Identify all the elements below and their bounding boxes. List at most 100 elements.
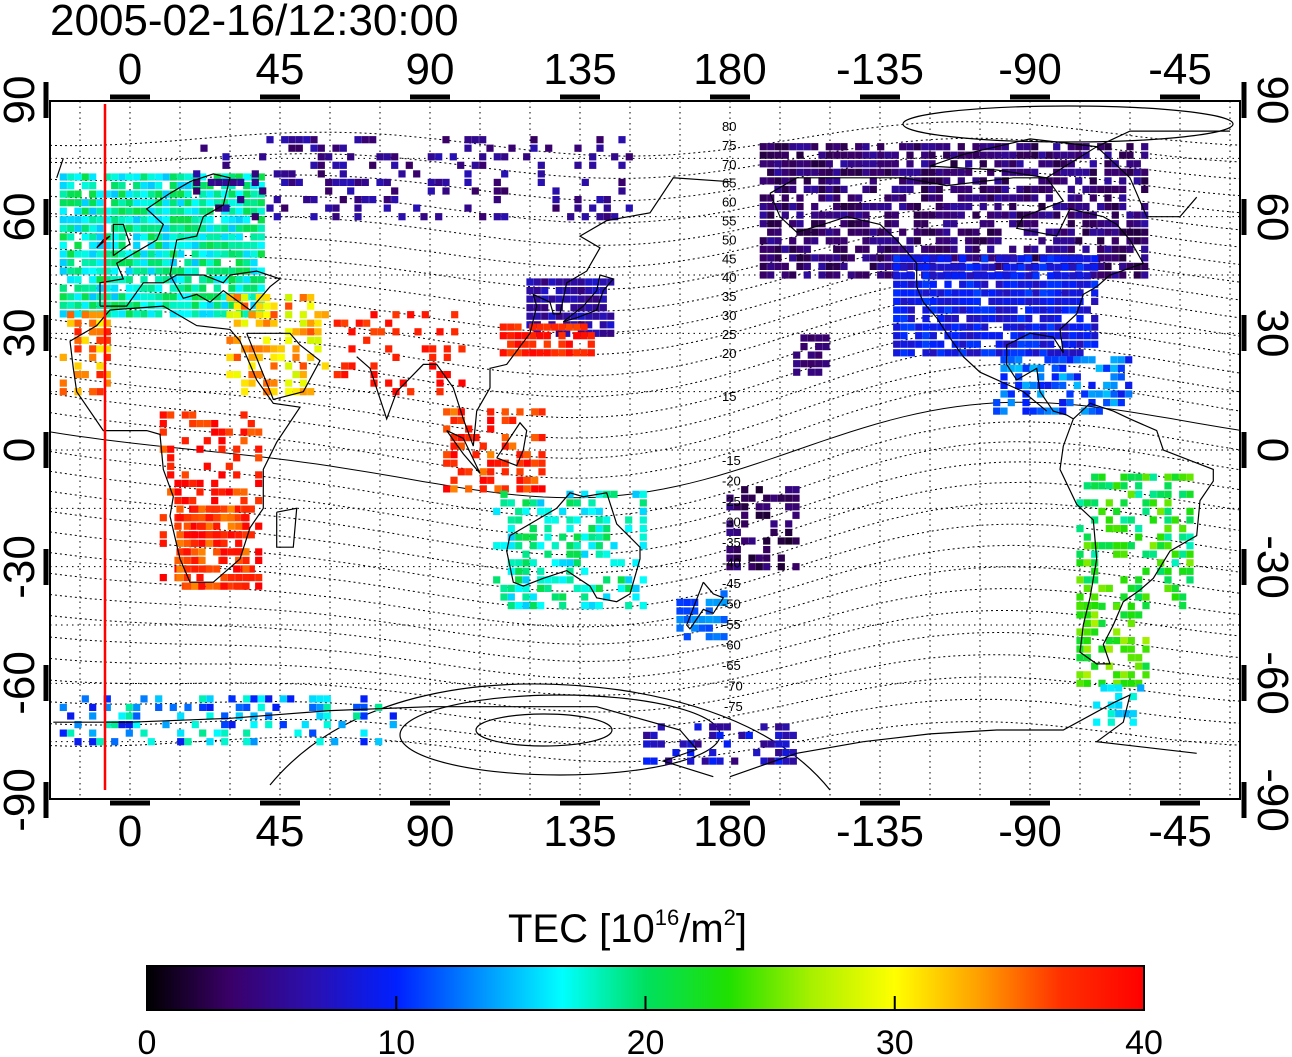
tec-cell (994, 194, 1002, 202)
tec-cell (464, 178, 472, 186)
tec-cell (994, 160, 1002, 168)
tec-cell (1186, 490, 1194, 498)
tec-cell (1127, 619, 1135, 627)
tec-cell (465, 434, 473, 442)
tec-cell (789, 245, 797, 253)
tec-cell (479, 476, 487, 484)
tec-cell (716, 723, 724, 731)
tec-cell (1032, 263, 1040, 271)
tec-cell (965, 203, 973, 211)
tec-cell (900, 272, 908, 280)
tec-cell (566, 516, 574, 524)
tec-cell (427, 153, 435, 161)
tec-cell (177, 224, 185, 232)
tec-cell (515, 584, 523, 592)
tec-cell (479, 213, 487, 221)
tec-cell (1031, 168, 1039, 176)
tec-cell (499, 332, 507, 340)
tec-cell (1081, 390, 1089, 398)
tec-cell (760, 723, 768, 731)
tec-cell (147, 199, 155, 207)
tec-cell (1089, 228, 1097, 236)
tec-cell (745, 731, 753, 739)
tec-cell (369, 161, 377, 169)
tec-cell (965, 185, 973, 193)
tec-cell (833, 254, 841, 262)
tec-cell (709, 731, 717, 739)
tec-cell (198, 548, 206, 556)
tec-cell (595, 542, 603, 550)
tec-cell (1141, 211, 1149, 219)
tec-cell (281, 178, 289, 186)
tec-cell (1009, 220, 1017, 228)
tec-cell (1037, 381, 1045, 389)
tec-cell (1104, 262, 1112, 270)
tec-cell (1091, 289, 1099, 297)
tec-cell (950, 151, 958, 159)
tec-cell (125, 301, 133, 309)
tec-cell (242, 514, 250, 522)
tec-cell (921, 151, 929, 159)
tec-cell (295, 144, 303, 152)
tec-cell (1053, 237, 1061, 245)
tec-cell (1060, 237, 1068, 245)
tec-cell (618, 178, 626, 186)
tec-cell (1051, 373, 1059, 381)
tec-cell (1135, 482, 1143, 490)
tec-cell (759, 211, 767, 219)
tec-cell (1009, 211, 1017, 219)
tec-cell (354, 196, 362, 204)
tec-cell (855, 203, 863, 211)
tec-cell (781, 143, 789, 151)
tec-cell (317, 161, 325, 169)
tec-cell (248, 379, 256, 387)
tec-cell (1003, 323, 1011, 331)
tec-cell (464, 136, 472, 144)
tec-cell (781, 151, 789, 159)
tec-cell (796, 245, 804, 253)
tec-cell (1039, 255, 1047, 263)
tec-cell (755, 563, 763, 571)
tec-cell (1157, 542, 1165, 550)
tec-cell (1016, 194, 1024, 202)
tec-cell (1000, 356, 1008, 364)
tec-cell (213, 514, 221, 522)
tec-cell (770, 520, 778, 528)
tec-cell (1135, 584, 1143, 592)
tec-cell (1098, 679, 1106, 687)
tec-cell (555, 304, 563, 312)
tec-cell (59, 173, 67, 181)
tec-cell (516, 451, 524, 459)
tec-cell (341, 371, 349, 379)
tec-cell (1186, 567, 1194, 575)
tec-cell (1137, 684, 1145, 692)
tec-cell (383, 204, 391, 212)
tec-cell (191, 539, 199, 547)
tec-cell (206, 703, 214, 711)
tec-cell (125, 224, 133, 232)
tec-cell (81, 293, 89, 301)
tec-cell (529, 340, 537, 348)
tec-cell (987, 211, 995, 219)
tec-cell (1126, 143, 1134, 151)
tec-cell (233, 294, 241, 302)
tec-cell (1142, 473, 1150, 481)
tec-cell (1053, 203, 1061, 211)
tec-cell (288, 144, 296, 152)
tec-cell (103, 284, 111, 292)
tec-cell (929, 289, 937, 297)
tec-cell (1039, 323, 1047, 331)
tec-cell (523, 153, 531, 161)
tec-cell (162, 721, 170, 729)
tec-cell (1119, 194, 1127, 202)
tec-cell (1133, 177, 1141, 185)
colorbar-title-suffix: ] (735, 907, 748, 951)
tec-cell (825, 168, 833, 176)
tec-cell (67, 311, 75, 319)
tec-cell (174, 497, 182, 505)
lon-tick-label-bottom: -135 (836, 807, 924, 856)
tec-cell (59, 301, 67, 309)
tec-cell (332, 213, 340, 221)
map-frame (49, 100, 1241, 800)
tec-cell (1164, 584, 1172, 592)
